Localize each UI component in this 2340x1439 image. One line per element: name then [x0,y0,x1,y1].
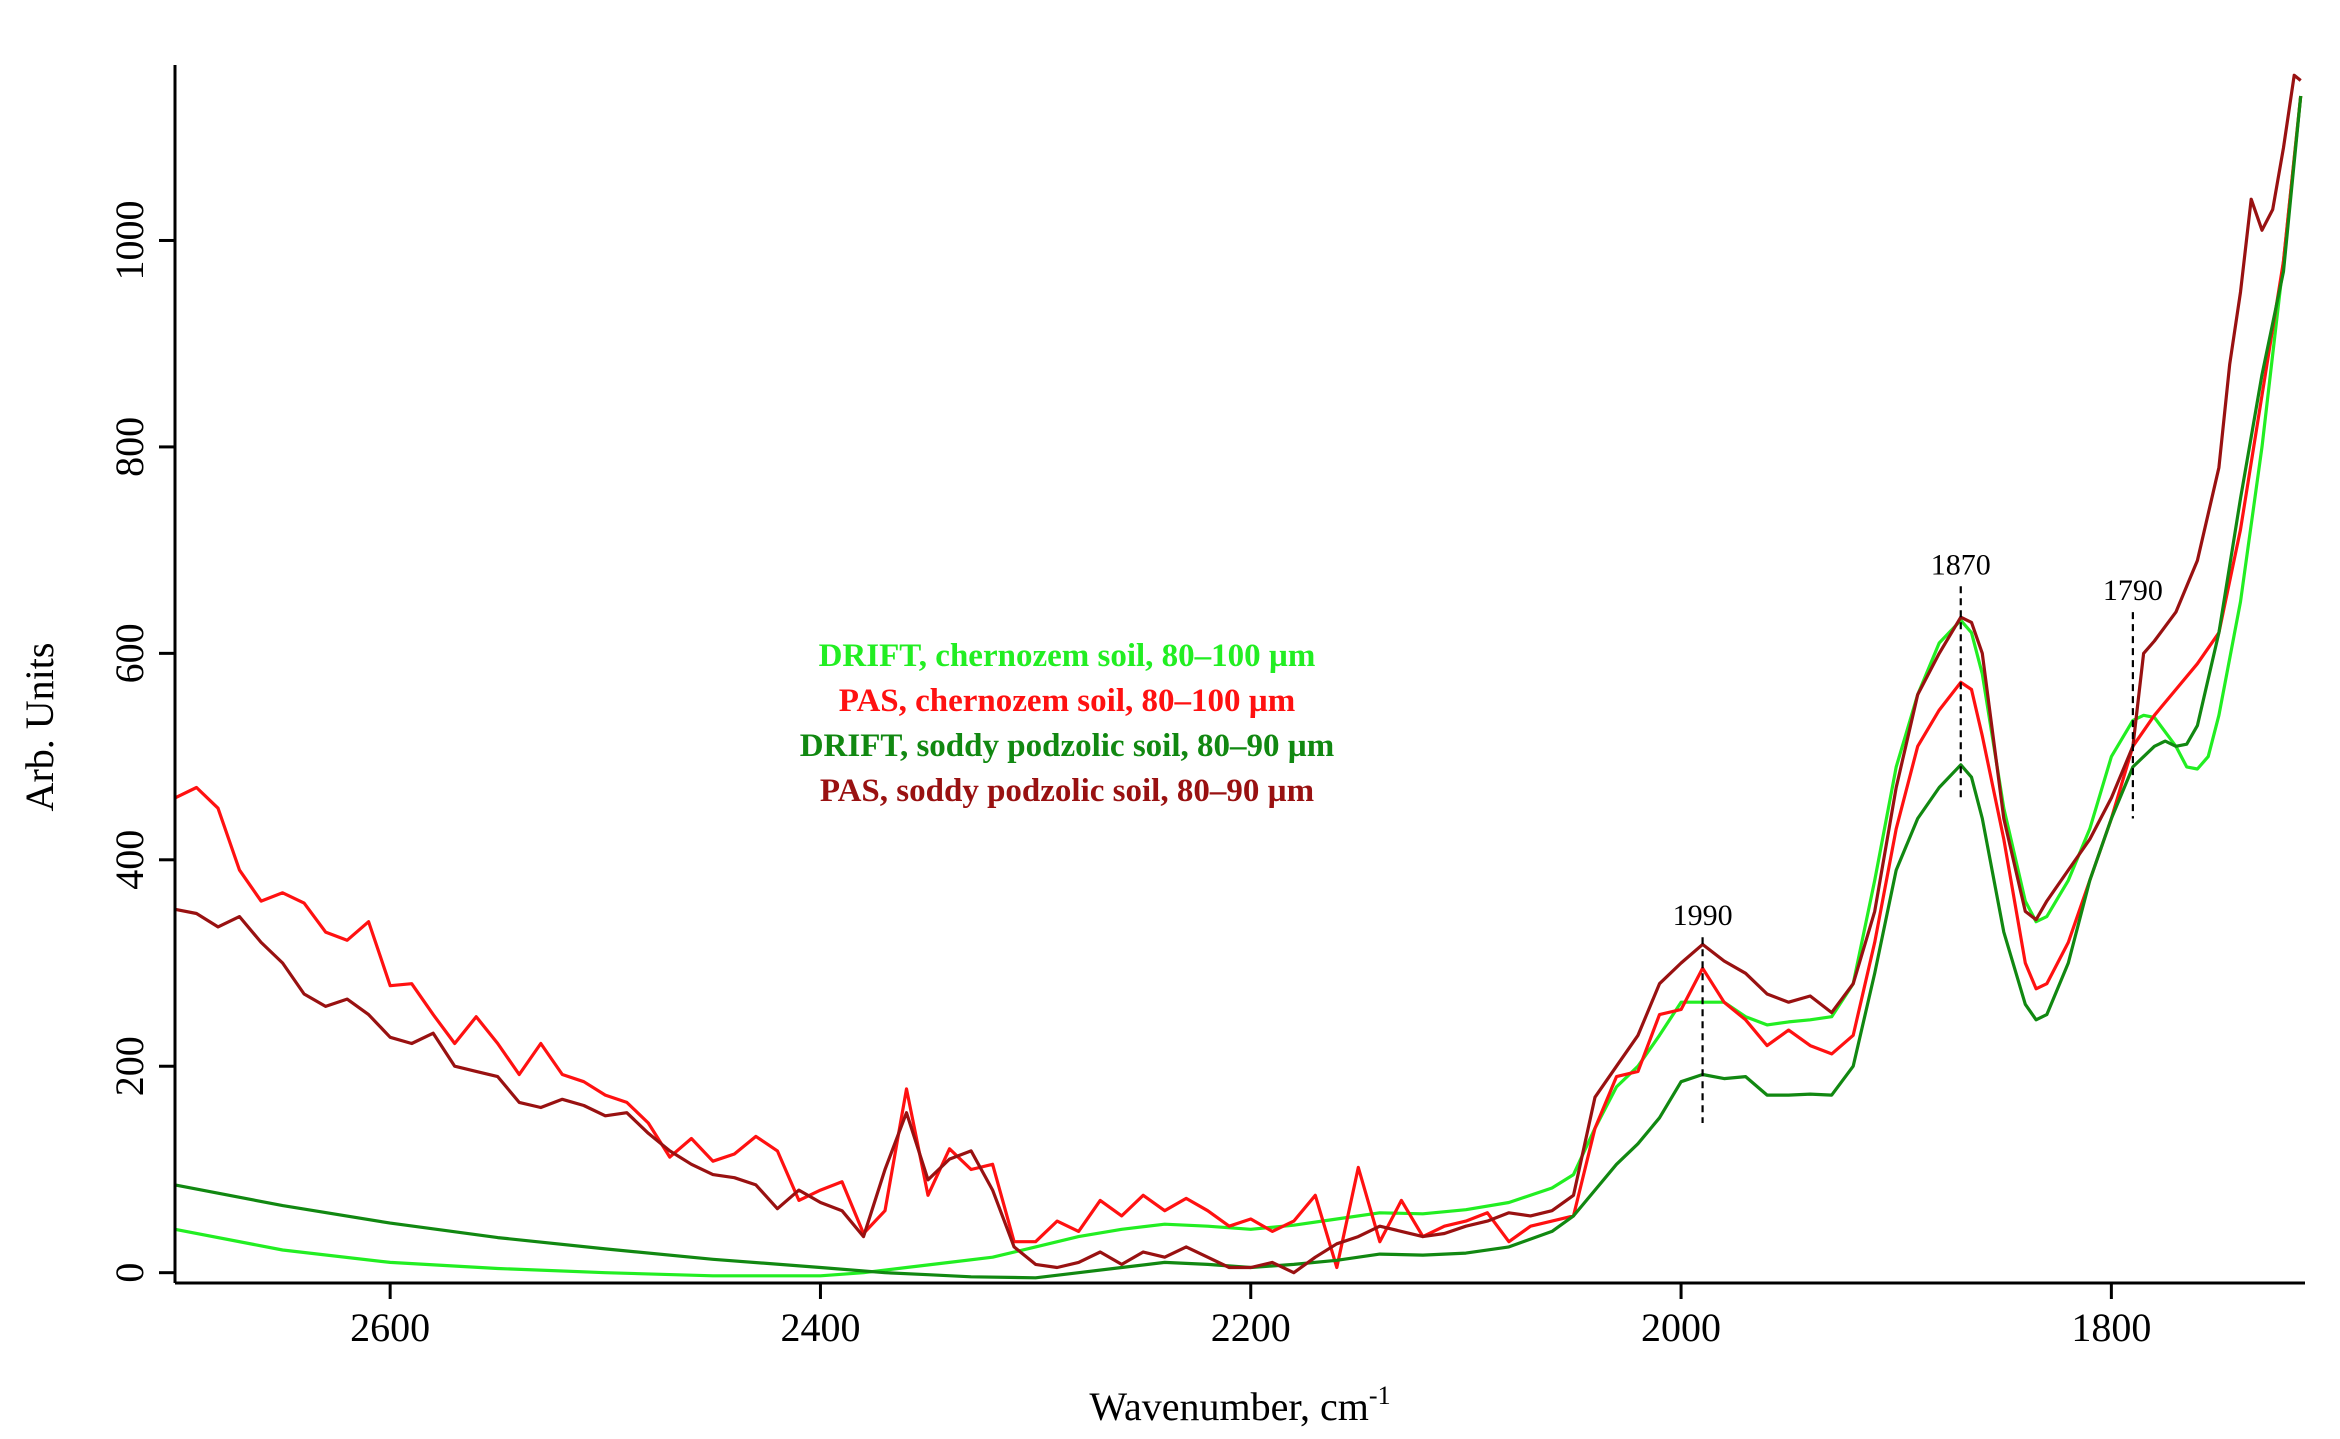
y-tick-label: 400 [107,830,152,890]
series-line-4 [174,73,2302,1275]
x-tick-label: 2600 [350,1305,430,1350]
legend-entry-4: PAS, soddy podzolic soil, 80–90 µm [820,773,1314,809]
x-tick-label: 1800 [2071,1305,2151,1350]
legend: DRIFT, chernozem soil, 80–100 µm PAS, che… [800,638,1335,809]
peak-label: 1990 [1673,899,1733,932]
y-tick-label: 800 [107,417,152,477]
peak-annotations: 1990 1870 1790 [1673,548,2163,1124]
series-line-2 [174,95,2303,1270]
y-tick-label: 1000 [107,200,152,280]
x-tick-label: 2400 [780,1305,860,1350]
legend-entry-2: PAS, chernozem soil, 80–100 µm [839,683,1296,719]
series-line-3 [174,95,2303,1280]
x-axis-title: Wavenumber, cm-1 [1089,1381,1390,1429]
x-axis-title-superscript: -1 [1369,1381,1391,1410]
x-tick-label: 2200 [1211,1305,1291,1350]
axes: 2600 2400 2200 2000 1800 0 200 400 600 800 1000 [107,65,2305,1350]
y-tick-label: 200 [107,1036,152,1096]
x-axis-title-text: Wavenumber, cm [1089,1384,1369,1429]
y-tick-label: 0 [107,1263,152,1283]
legend-entry-3: DRIFT, soddy podzolic soil, 80–90 µm [800,728,1335,764]
y-tick-label: 600 [107,623,152,683]
peak-label: 1790 [2103,574,2163,607]
series-lines [174,73,2303,1280]
y-axis-title: Arb. Units [17,643,62,812]
peak-label: 1870 [1931,548,1991,581]
x-tick-label: 2000 [1641,1305,1721,1350]
legend-entry-1: DRIFT, chernozem soil, 80–100 µm [819,638,1316,674]
